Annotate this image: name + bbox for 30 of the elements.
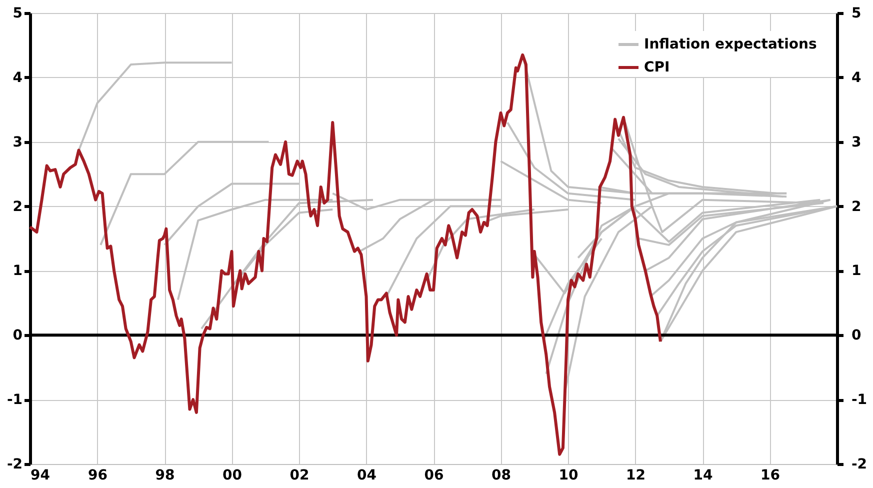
y2-tick-label: 5 bbox=[852, 6, 862, 22]
x-tick-label: 00 bbox=[222, 468, 242, 484]
y2-tick-label: 3 bbox=[852, 134, 862, 150]
x-tick-label: 98 bbox=[155, 468, 175, 484]
x-tick-label: 14 bbox=[693, 468, 713, 484]
y-tick-label: -1 bbox=[6, 392, 22, 408]
y-tick-label: 1 bbox=[12, 263, 22, 280]
x-tick-label: 10 bbox=[558, 468, 578, 484]
y2-tick-label: 4 bbox=[852, 70, 862, 86]
x-tick-label: 94 bbox=[30, 468, 50, 484]
y2-tick-label: 2 bbox=[852, 198, 862, 215]
legend-label: Inflation expectations bbox=[644, 36, 817, 52]
legend-label: CPI bbox=[644, 60, 670, 76]
y-tick-label: -2 bbox=[6, 456, 22, 472]
y2-tick-label: 1 bbox=[852, 263, 862, 280]
x-tick-label: 12 bbox=[626, 468, 646, 484]
y-tick-label: 0 bbox=[12, 328, 23, 344]
y-tick-label: 5 bbox=[12, 6, 22, 22]
x-tick-label: 04 bbox=[357, 468, 377, 484]
y-tick-label: 3 bbox=[12, 134, 22, 150]
y2-tick-label: -1 bbox=[852, 392, 868, 408]
y-tick-label: 4 bbox=[12, 70, 23, 86]
x-tick-label: 96 bbox=[88, 468, 108, 484]
y2-tick-label: 0 bbox=[852, 328, 862, 344]
x-tick-label: 08 bbox=[492, 468, 511, 484]
y-tick-label: 2 bbox=[12, 198, 22, 215]
x-tick-label: 16 bbox=[760, 468, 780, 484]
y2-tick-label: -2 bbox=[852, 456, 868, 472]
x-tick-label: 02 bbox=[290, 468, 310, 484]
x-tick-label: 06 bbox=[424, 468, 444, 484]
